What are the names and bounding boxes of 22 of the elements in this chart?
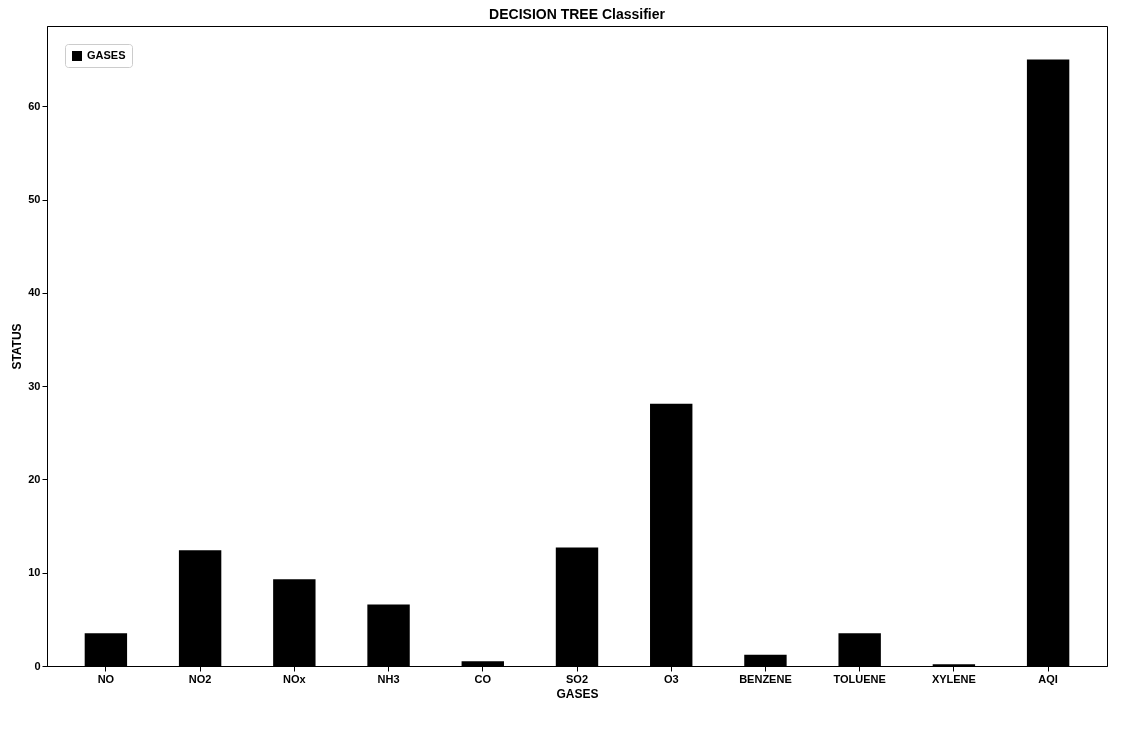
y-tick-label: 10 [28, 566, 41, 579]
x-tick-label: XYLENE [931, 672, 976, 685]
y-tick-label: 40 [28, 286, 41, 299]
x-tick-label: BENZENE [739, 672, 792, 685]
x-tick-label: CO [474, 672, 492, 685]
x-tick-label: O3 [663, 672, 679, 685]
x-tick-label: NOx [283, 672, 307, 685]
x-tick-label: NO2 [188, 672, 212, 685]
x-tick-label: AQI [1038, 672, 1058, 685]
y-tick-label: 50 [28, 193, 41, 206]
y-tick-label: 20 [28, 472, 41, 485]
x-tick-label: TOLUENE [833, 672, 886, 685]
y-tick-label: 30 [28, 379, 41, 392]
y-tick-label: 0 [34, 659, 41, 672]
chart-title: DECISION TREE Classifier [489, 6, 666, 22]
x-tick-label: SO2 [565, 672, 589, 685]
x-axis-title: GASES [556, 686, 599, 701]
y-tick-label: 60 [28, 99, 41, 112]
legend-label: GASES [87, 49, 126, 61]
x-tick-label: NO [97, 672, 115, 685]
y-axis-title: STATUS [10, 323, 25, 370]
x-tick-label: NH3 [377, 672, 400, 685]
